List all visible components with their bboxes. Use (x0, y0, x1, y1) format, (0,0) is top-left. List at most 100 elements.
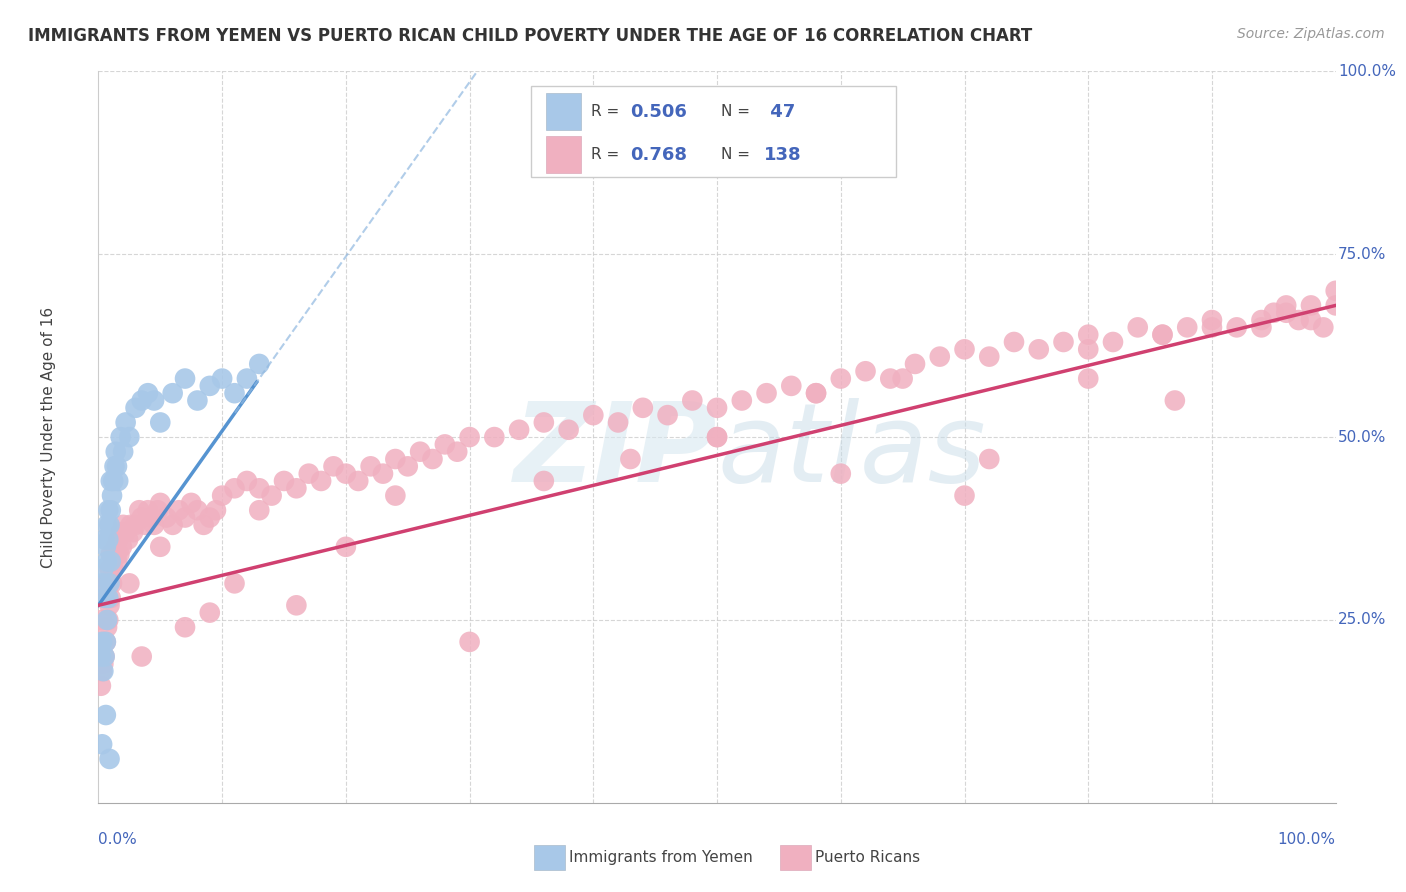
Point (347, 474, 370, 488)
Point (557, 423, 579, 437)
Point (96, 620, 118, 634)
Point (681, 393, 703, 408)
Point (91, 613, 114, 627)
Point (1275, 298, 1298, 312)
Point (211, 489, 233, 503)
Point (131, 649, 153, 664)
Point (103, 562, 125, 576)
Point (100, 474, 122, 488)
Point (110, 430, 132, 444)
Point (1250, 320, 1272, 334)
Point (1152, 327, 1174, 342)
Text: Child Poverty Under the Age of 16: Child Poverty Under the Age of 16 (41, 307, 56, 567)
Point (97, 533, 120, 547)
Point (384, 489, 406, 503)
Text: 25.0%: 25.0% (1339, 613, 1386, 627)
Point (1152, 327, 1174, 342)
Point (1201, 320, 1223, 334)
Point (1126, 320, 1149, 334)
Point (780, 379, 803, 393)
Point (855, 364, 877, 378)
Point (433, 437, 456, 451)
Point (93, 657, 115, 671)
Point (94, 635, 117, 649)
Point (149, 416, 172, 430)
Text: R =: R = (591, 104, 624, 120)
Text: N =: N = (721, 147, 755, 162)
Text: 75.0%: 75.0% (1339, 247, 1386, 261)
Point (93, 591, 115, 605)
Point (205, 503, 228, 517)
Point (141, 510, 163, 524)
Point (533, 416, 555, 430)
Text: R =: R = (591, 147, 624, 162)
Point (124, 401, 146, 415)
Point (174, 510, 197, 524)
Point (94, 635, 117, 649)
Point (409, 444, 432, 458)
Text: Puerto Ricans: Puerto Ricans (815, 850, 921, 864)
Point (1324, 284, 1347, 298)
Point (104, 444, 127, 458)
Text: ZIP: ZIP (513, 398, 717, 505)
Point (118, 430, 141, 444)
Point (1201, 313, 1223, 327)
Point (1077, 343, 1099, 357)
Point (193, 517, 215, 532)
Point (247, 357, 270, 371)
Point (309, 474, 332, 488)
Point (101, 489, 124, 503)
Point (98, 752, 121, 766)
Point (98, 576, 121, 591)
Point (98, 517, 121, 532)
Point (804, 386, 827, 401)
Point (1052, 334, 1074, 349)
Point (91, 635, 114, 649)
Point (100, 503, 122, 517)
Point (582, 408, 605, 422)
Point (174, 620, 197, 634)
Point (149, 496, 172, 510)
Point (97, 613, 120, 627)
Point (94, 708, 117, 723)
Point (619, 452, 641, 467)
Point (607, 416, 630, 430)
Point (1102, 334, 1125, 349)
Point (107, 533, 129, 547)
Point (371, 467, 394, 481)
Point (1164, 393, 1187, 408)
Point (198, 606, 221, 620)
Point (484, 430, 506, 444)
Point (1250, 313, 1272, 327)
Point (97, 503, 120, 517)
Point (755, 386, 778, 401)
Point (198, 510, 221, 524)
Point (953, 489, 976, 503)
Point (101, 576, 124, 591)
Text: IMMIGRANTS FROM YEMEN VS PUERTO RICAN CHILD POVERTY UNDER THE AGE OF 16 CORRELAT: IMMIGRANTS FROM YEMEN VS PUERTO RICAN CH… (28, 27, 1032, 45)
Point (458, 635, 481, 649)
Bar (547, 136, 581, 173)
Point (335, 467, 357, 481)
Point (1028, 343, 1050, 357)
Point (1299, 313, 1322, 327)
Point (533, 474, 555, 488)
Point (93, 649, 115, 664)
Point (103, 547, 125, 561)
Point (247, 503, 270, 517)
Point (928, 350, 950, 364)
Point (118, 576, 141, 591)
Point (1175, 320, 1198, 334)
Point (322, 459, 344, 474)
Point (384, 452, 406, 467)
Point (122, 525, 145, 540)
Point (224, 386, 246, 401)
Point (1226, 320, 1249, 334)
Point (1077, 371, 1099, 385)
Point (830, 467, 852, 481)
Text: 50.0%: 50.0% (1339, 430, 1386, 444)
Point (706, 401, 728, 415)
Point (186, 503, 208, 517)
Point (1002, 334, 1025, 349)
Text: 47: 47 (763, 103, 796, 120)
